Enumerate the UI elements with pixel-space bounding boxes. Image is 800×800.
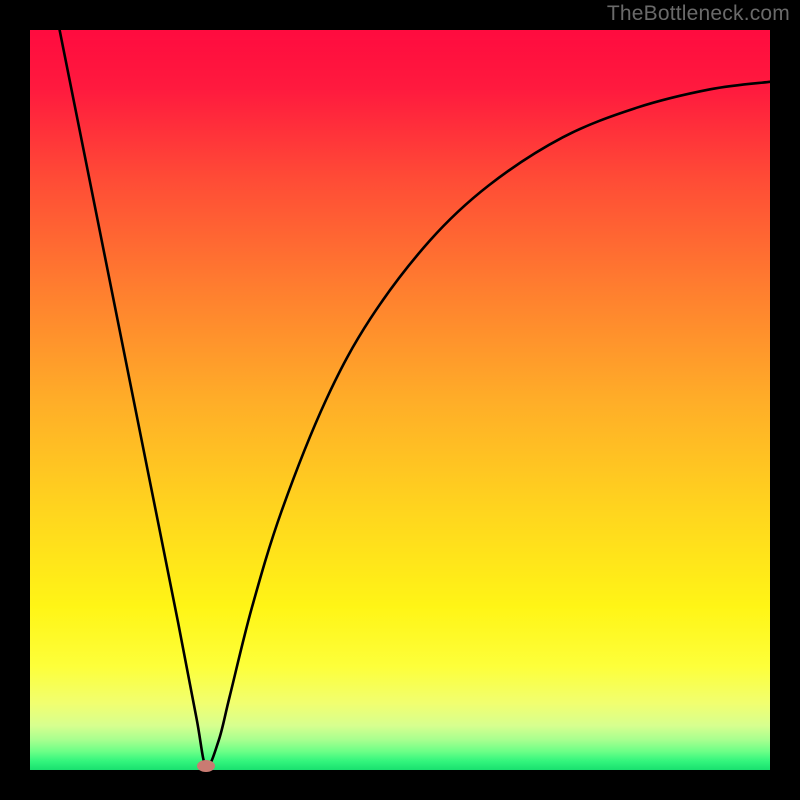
curve-layer [30,30,770,770]
bottleneck-curve [60,30,770,767]
watermark-text: TheBottleneck.com [607,2,790,26]
minimum-marker [197,760,215,772]
chart-root: TheBottleneck.com [0,0,800,800]
plot-area [30,30,770,770]
